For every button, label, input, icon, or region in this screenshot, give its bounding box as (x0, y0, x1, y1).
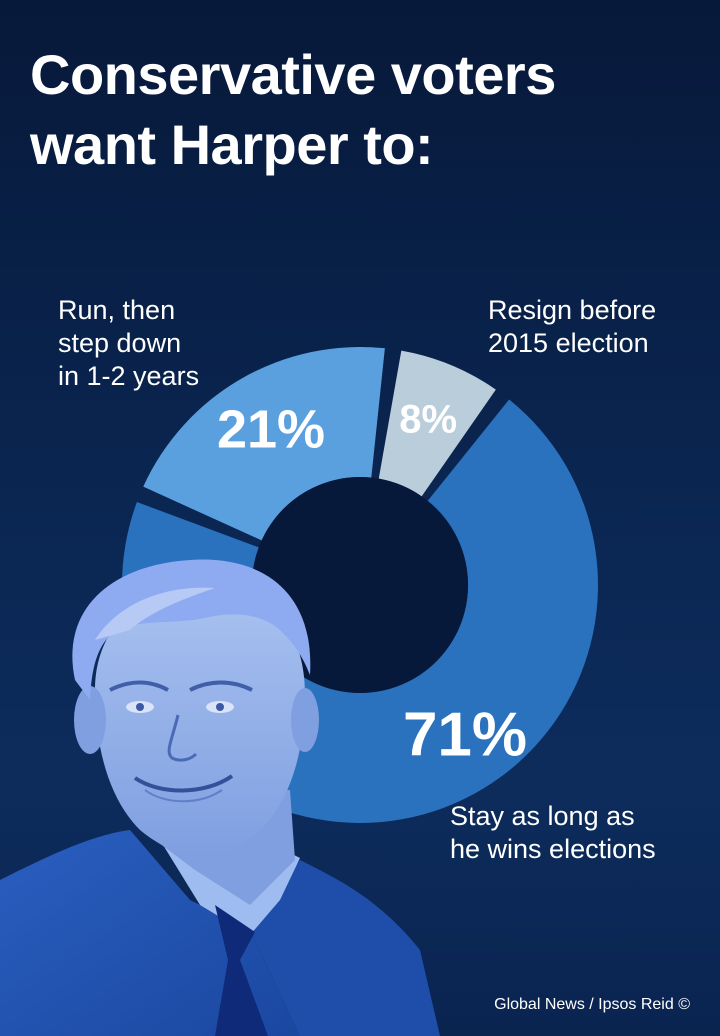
legend-label-stay-as-long-as: Stay as long as he wins elections (450, 800, 656, 866)
slice-value-label-3: 21% (217, 400, 325, 460)
title-line-2: want Harper to: (30, 113, 434, 176)
title-line-1: Conservative voters (30, 43, 556, 106)
donut-slice-1 (378, 350, 496, 497)
slice-value-label-2: 71% (403, 701, 527, 770)
harper-portrait-illustration (0, 559, 440, 1036)
legend-stay-line-2: he wins elections (450, 834, 656, 864)
legend-run-line-1: Run, then (58, 295, 176, 325)
slice-value-labels: 8% 71% 21% (217, 398, 527, 770)
legend-label-resign-before-election: Resign before 2015 election (488, 294, 656, 360)
chart-title: Conservative voters want Harper to: (30, 40, 700, 180)
legend-run-line-2: step down (58, 328, 182, 358)
legend-resign-line-1: Resign before (488, 295, 657, 325)
donut-slice-3 (143, 347, 385, 541)
slice-value-label-1: 8% (399, 398, 457, 442)
legend-resign-line-2: 2015 election (488, 328, 649, 358)
source-credit: Global News / Ipsos Reid © (494, 996, 690, 1013)
legend-label-run-then-step-down: Run, then step down in 1-2 years (58, 294, 199, 393)
legend-stay-line-1: Stay as long as (450, 801, 635, 831)
legend-run-line-3: in 1-2 years (58, 361, 200, 391)
